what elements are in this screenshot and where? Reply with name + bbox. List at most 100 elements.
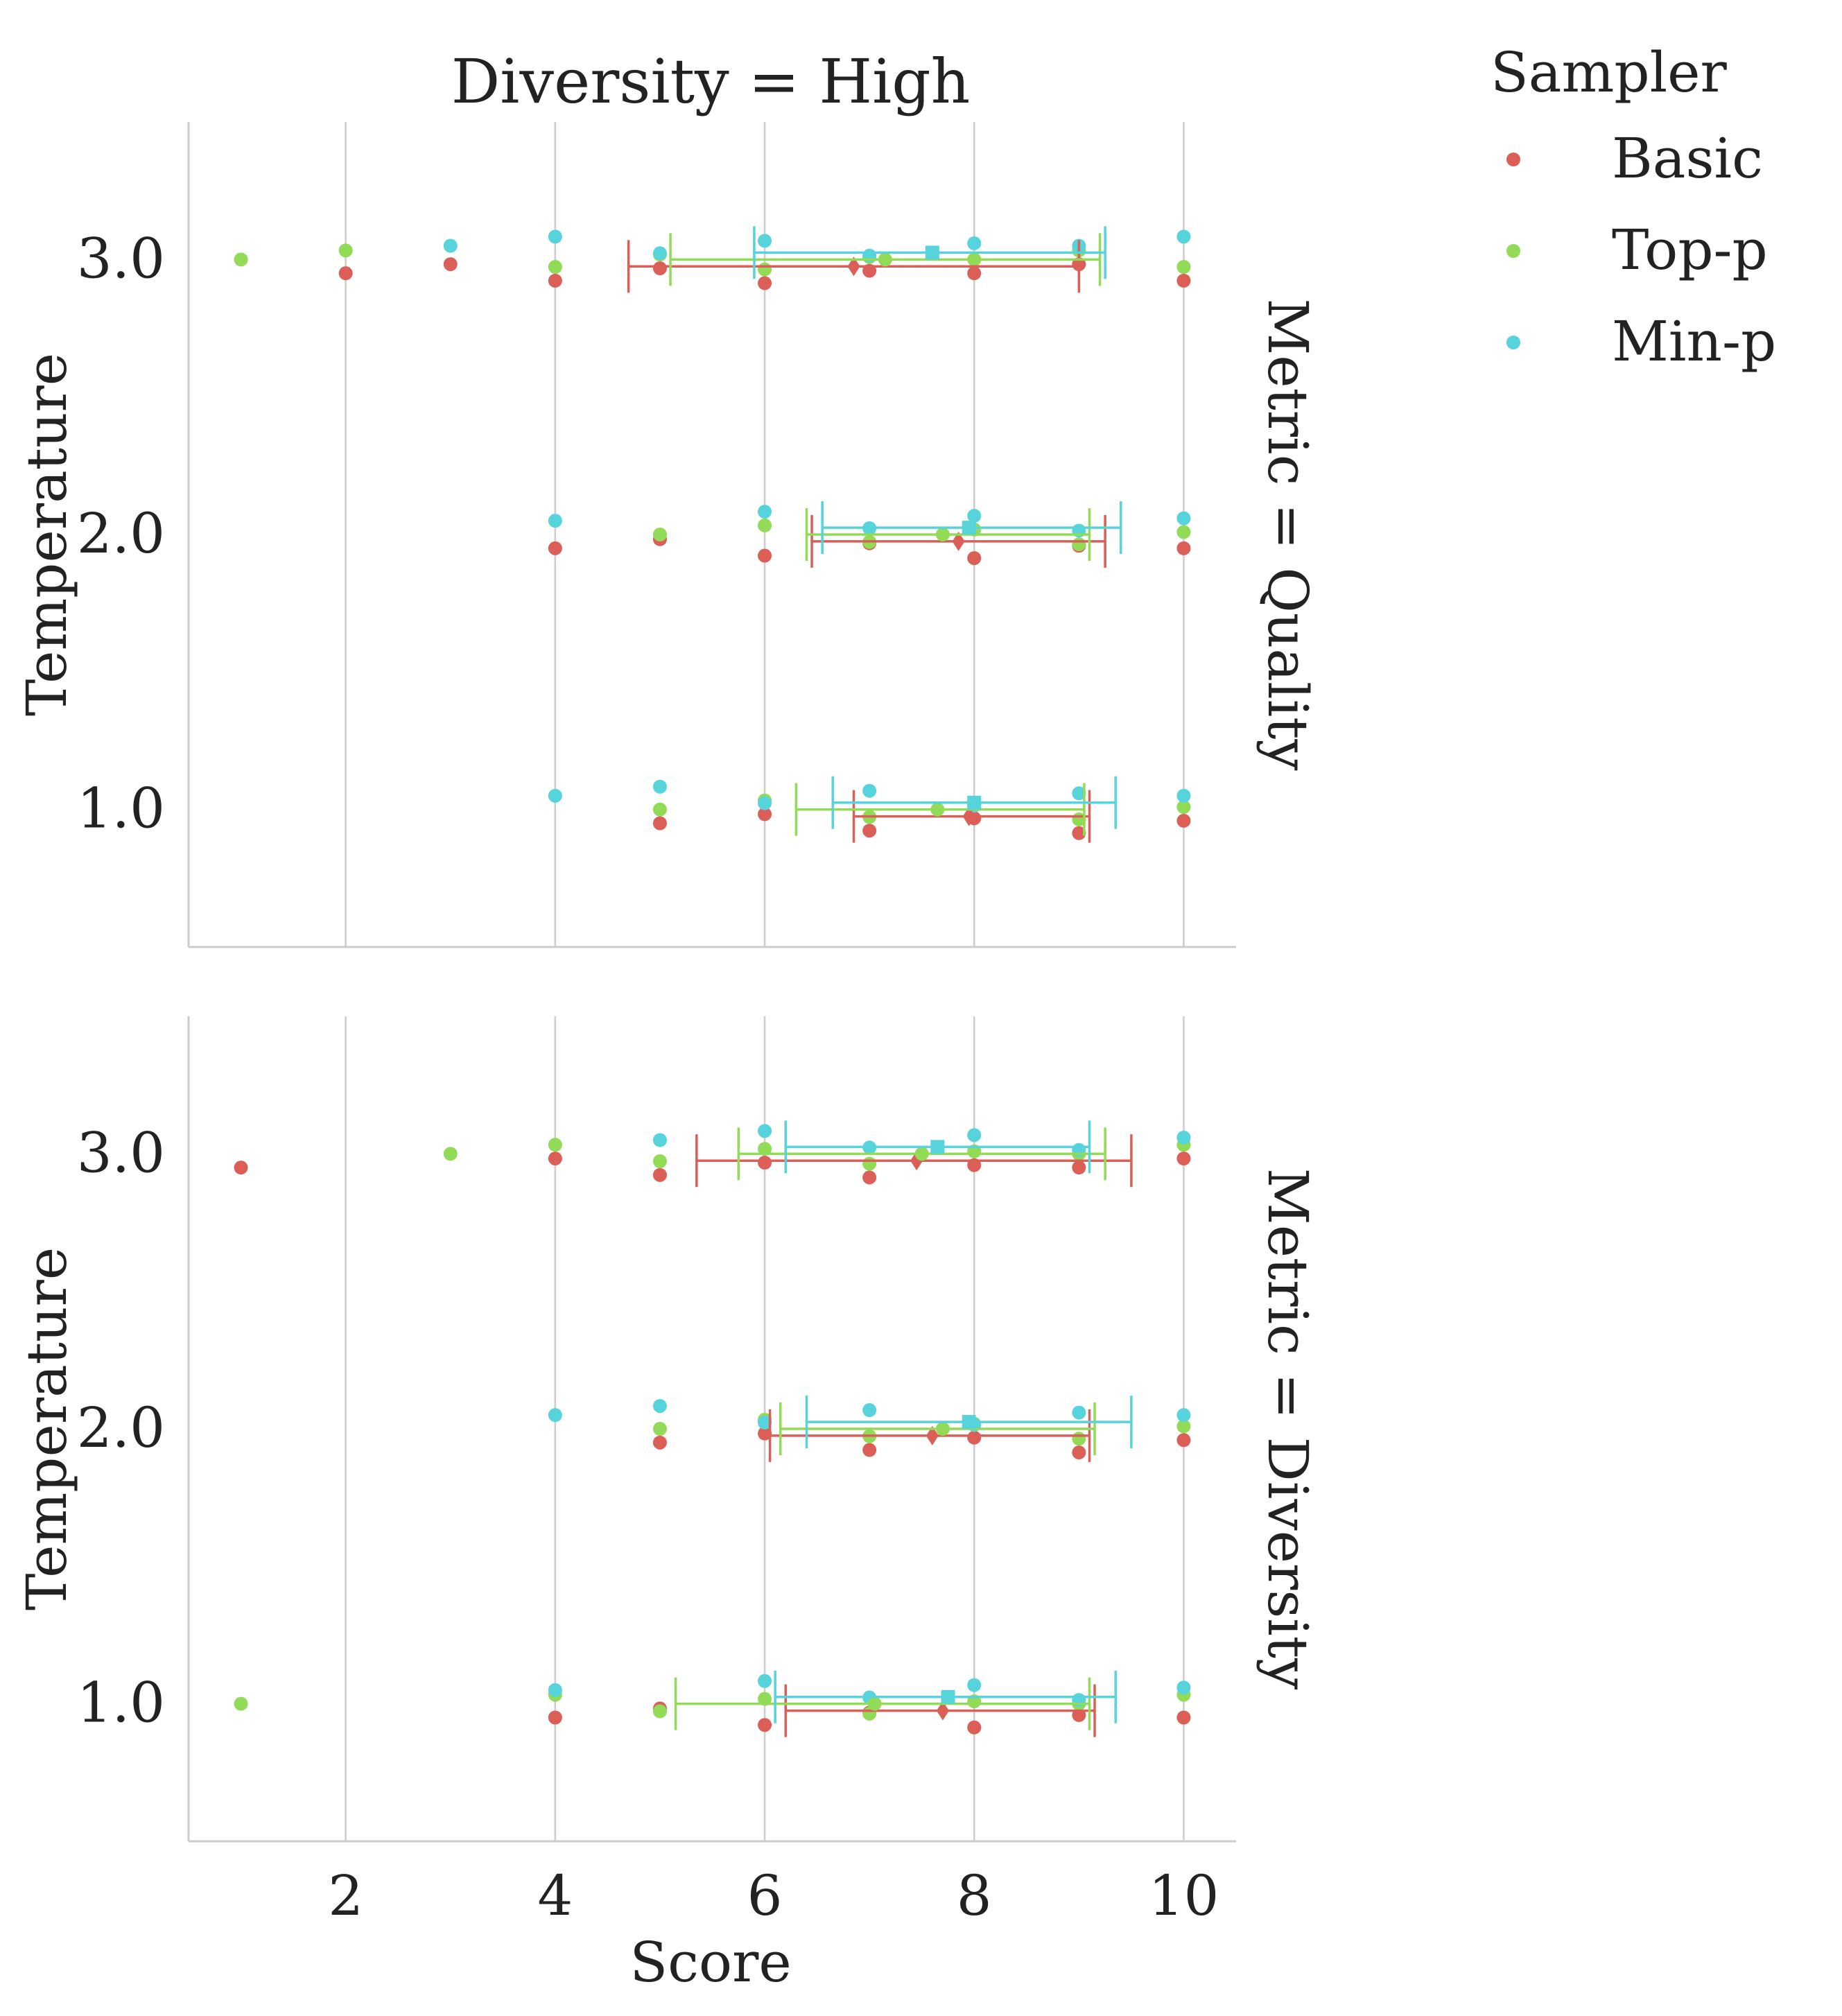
data-point: [443, 238, 458, 253]
x-tick-label: 6: [747, 1863, 783, 1928]
mean-marker: [935, 1422, 950, 1436]
data-point: [652, 779, 667, 794]
data-point: [1072, 1161, 1086, 1175]
data-point: [1072, 1405, 1086, 1420]
y-tick-label: 1.0: [77, 776, 165, 841]
data-point: [1176, 800, 1191, 815]
mean-marker: [967, 795, 982, 810]
data-point: [1176, 1408, 1191, 1423]
data-point: [967, 1678, 982, 1692]
data-point: [548, 229, 562, 244]
mean-marker: [878, 252, 892, 267]
legend-marker: [1506, 336, 1520, 349]
data-point: [652, 1422, 667, 1436]
data-point: [758, 548, 772, 563]
x-tick-label: 8: [957, 1863, 992, 1928]
data-point: [1176, 1130, 1191, 1145]
mean-marker: [914, 1147, 929, 1161]
mean-marker: [962, 806, 975, 826]
data-point: [1072, 1432, 1086, 1446]
panel-1: 1.0 2.0 3.0 Temperature Metric = Quality: [15, 122, 1320, 948]
data-point: [967, 1128, 982, 1142]
mean-marker: [952, 531, 965, 551]
data-point: [862, 1170, 877, 1185]
x-tick-label: 10: [1149, 1863, 1219, 1928]
data-point: [758, 262, 772, 277]
data-point: [967, 1720, 982, 1735]
data-point: [1176, 1710, 1191, 1725]
legend-label: Top-p: [1612, 218, 1768, 282]
data-point: [1176, 1433, 1191, 1448]
data-point: [338, 243, 353, 258]
data-point: [862, 783, 877, 798]
y-axis-label: Temperature: [15, 353, 79, 716]
y-tick-label: 2.0: [77, 501, 165, 566]
data-point: [758, 1692, 772, 1706]
legend-marker: [1506, 153, 1520, 166]
data-point: [443, 1147, 458, 1161]
data-point: [967, 509, 982, 523]
y-tick-label: 2.0: [77, 1396, 165, 1460]
data-point: [1072, 786, 1086, 801]
y-tick-label: 3.0: [77, 226, 165, 290]
data-point: [548, 1683, 562, 1697]
data-point: [234, 1696, 248, 1711]
data-point: [758, 807, 772, 822]
data-point: [652, 246, 667, 261]
data-point: [758, 1156, 772, 1170]
data-point: [967, 236, 982, 250]
data-point: [1072, 826, 1086, 840]
data-point: [548, 260, 562, 275]
data-point: [652, 1399, 667, 1414]
data-point: [652, 1133, 667, 1147]
row-label: Metric = Quality: [1255, 298, 1320, 770]
data-point: [652, 816, 667, 831]
data-point: [652, 802, 667, 817]
mean-marker: [962, 1415, 976, 1430]
data-point: [862, 1403, 877, 1418]
data-point: [862, 824, 877, 838]
data-point: [1176, 1152, 1191, 1166]
x-axis-label: Score: [629, 1930, 791, 1995]
data-point: [758, 505, 772, 519]
data-point: [1176, 511, 1191, 525]
data-point: [548, 1710, 562, 1725]
legend-label: Min-p: [1612, 309, 1776, 374]
data-point: [652, 1704, 667, 1719]
data-point: [652, 261, 667, 276]
data-point: [548, 541, 562, 555]
data-point: [548, 1138, 562, 1152]
data-point: [758, 276, 772, 290]
data-point: [1176, 1680, 1191, 1695]
mean-marker: [930, 802, 945, 817]
data-point: [1176, 813, 1191, 828]
mean-marker: [847, 257, 860, 277]
data-point: [338, 266, 353, 281]
data-point: [758, 1415, 772, 1430]
data-point: [1072, 537, 1086, 552]
column-title: Diversity = High: [451, 46, 971, 117]
data-point: [548, 788, 562, 803]
legend-marker: [1506, 244, 1520, 258]
data-point: [758, 1426, 772, 1441]
legend-title: Sampler: [1491, 40, 1728, 105]
x-tick-label: 2: [328, 1863, 363, 1928]
data-point: [758, 1718, 772, 1732]
data-point: [1176, 788, 1191, 803]
mean-marker: [867, 1696, 882, 1711]
legend-label: Basic: [1612, 126, 1763, 191]
data-point: [548, 273, 562, 288]
y-axis-label: Temperature: [15, 1247, 79, 1610]
data-point: [234, 1161, 248, 1175]
data-point: [548, 1408, 562, 1423]
data-point: [1176, 1419, 1191, 1434]
data-point: [758, 234, 772, 248]
data-point: [967, 1430, 982, 1445]
data-point: [758, 1674, 772, 1688]
x-tick-label: 4: [537, 1863, 573, 1928]
mean-marker: [941, 1689, 955, 1704]
data-point: [1176, 525, 1191, 539]
data-point: [967, 266, 982, 281]
data-point: [652, 1154, 667, 1169]
